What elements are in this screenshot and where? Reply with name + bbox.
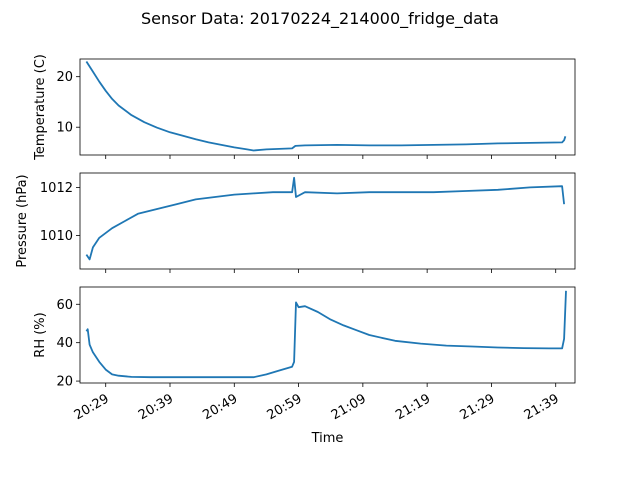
series-line-1: [85, 176, 565, 261]
axes-frame: [79, 286, 576, 384]
x-tick-label: 21:09: [329, 391, 369, 423]
series-line-1: [85, 61, 567, 152]
axes-root: 10 20 Temperature (C) 1010 1012 Pressure (hPa…: [15, 54, 576, 446]
x-tick-label: 20:39: [136, 391, 176, 423]
y-tick-label: 40: [56, 336, 73, 351]
subplot-1: 10 20 Temperature (C): [33, 54, 576, 161]
x-axis-label: Time: [311, 431, 344, 446]
y-axis-label: RH (%): [33, 312, 48, 357]
series-line-1: [85, 290, 567, 379]
x-tick-label: 21:29: [457, 391, 497, 423]
y-tick-label: 60: [56, 298, 73, 313]
y-tick-label: 1010: [40, 229, 73, 244]
x-tick-label: 21:19: [393, 391, 433, 423]
figure-title: Sensor Data: 20170224_214000_fridge_data: [141, 9, 499, 29]
y-tick-label: 20: [56, 70, 73, 85]
axes-frame: [79, 172, 576, 270]
y-tick-label: 10: [56, 121, 73, 136]
subplot-3: 20 40 60 20:29 20:39 20:49 20:59 21:09 21:19 21:2…: [33, 286, 576, 446]
y-tick-label: 1012: [40, 181, 73, 196]
y-axis-label: Temperature (C): [33, 54, 48, 161]
x-tick-label: 20:49: [200, 391, 240, 423]
axes-frame: [79, 58, 576, 156]
x-tick-label: 20:59: [265, 391, 305, 423]
x-tick-label: 20:29: [72, 391, 112, 423]
subplot-2: 1010 1012 Pressure (hPa): [15, 172, 576, 273]
y-axis-label: Pressure (hPa): [15, 174, 30, 267]
x-tick-label: 21:39: [522, 391, 562, 423]
y-tick-label: 20: [56, 375, 73, 390]
